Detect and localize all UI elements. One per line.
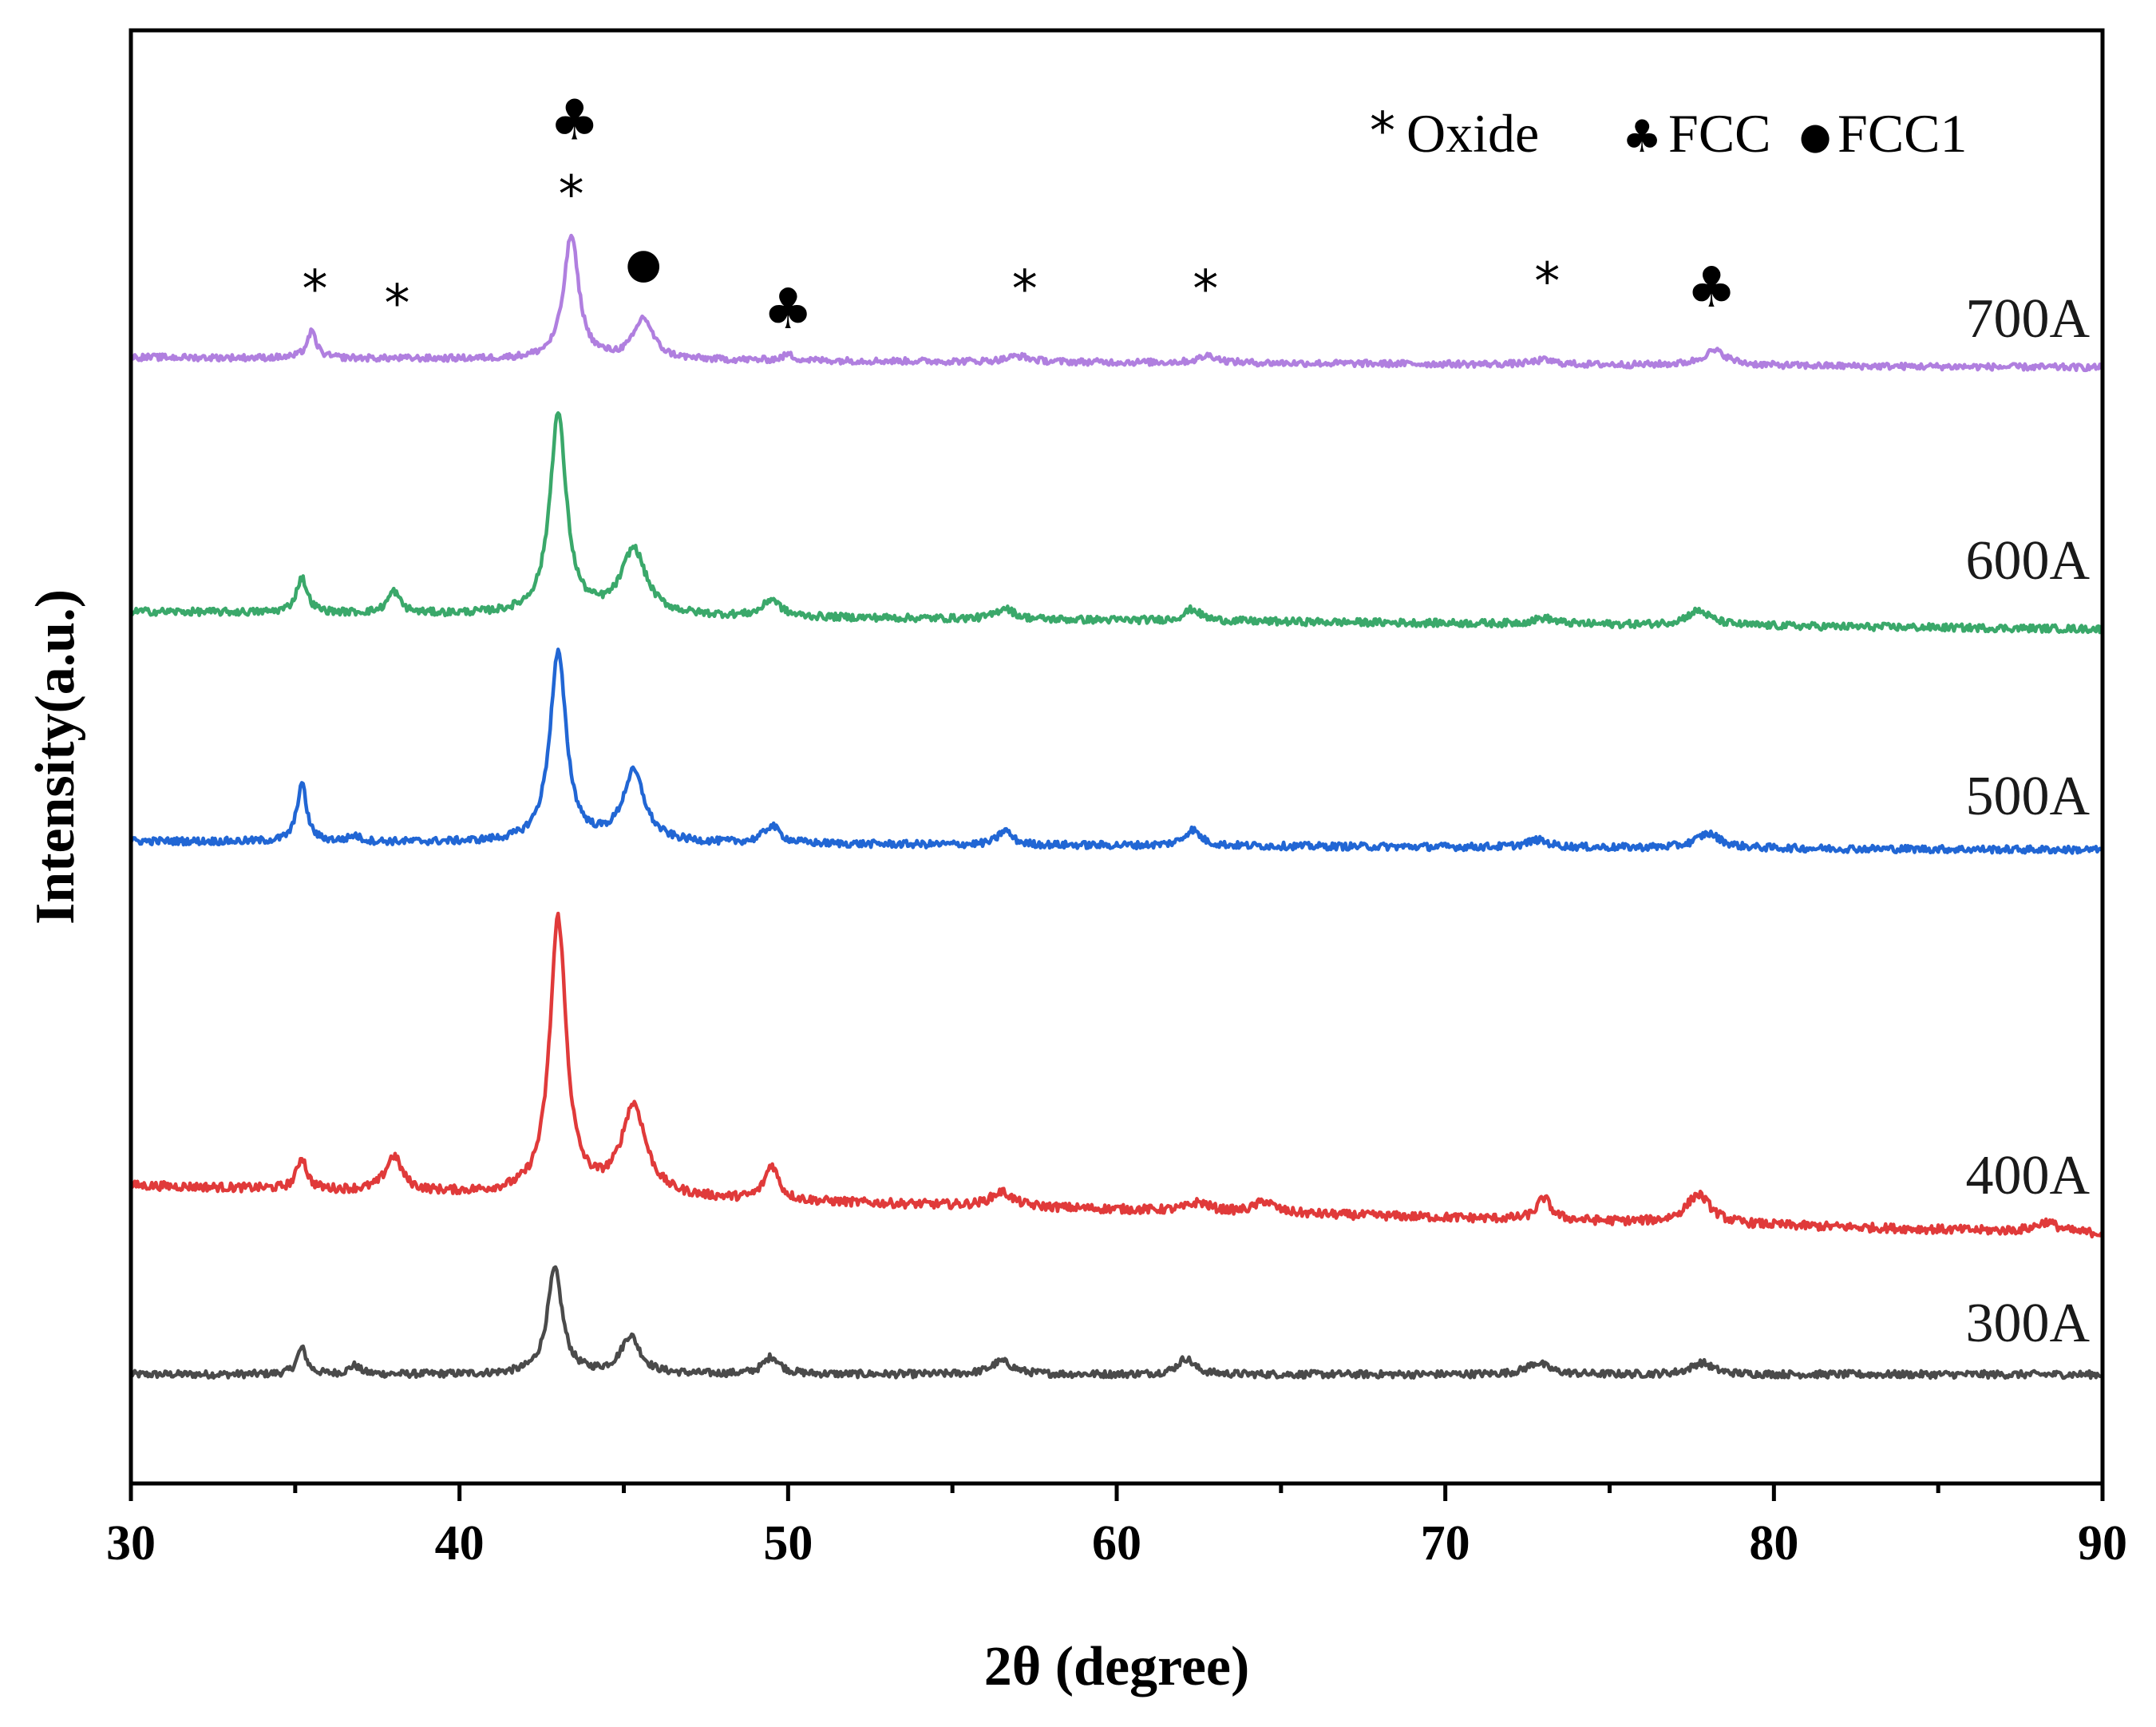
legend-fcc1-symbol: ● <box>1799 114 1831 157</box>
series-label-300A: 300A <box>1965 1293 2090 1354</box>
peak-marker-fcc1-4: ● <box>626 240 662 287</box>
series-label-600A: 600A <box>1965 530 2090 592</box>
series-line-600A <box>129 411 2105 635</box>
legend-oxide-symbol: * <box>1370 102 1395 161</box>
peak-marker-fcc-5: ♣ <box>763 276 813 342</box>
peak-marker-oxide-8: * <box>1534 253 1560 312</box>
peak-marker-fcc-3: ♣ <box>549 88 599 153</box>
peak-marker-fcc-9: ♣ <box>1687 255 1737 320</box>
series-label-700A: 700A <box>1965 288 2090 350</box>
legend: * Oxide ♣ FCC ● FCC1 <box>1370 102 1968 164</box>
peak-marker-oxide-7: * <box>1193 260 1218 319</box>
legend-fcc1-label: FCC1 <box>1838 103 1968 164</box>
peak-marker-oxide-1: * <box>385 275 410 334</box>
peak-marker-oxide-6: * <box>1012 260 1038 319</box>
x-tick-label-50: 50 <box>763 1516 813 1571</box>
annotation-layer: * * * ♣ ● ♣ * * * ♣ <box>303 88 1737 343</box>
x-tick-label-80: 80 <box>1749 1516 1798 1571</box>
tick-layer: 30 40 50 60 70 80 90 <box>106 1483 2127 1571</box>
series-line-500A <box>129 648 2105 855</box>
x-tick-label-90: 90 <box>2078 1516 2127 1571</box>
x-tick-label-60: 60 <box>1092 1516 1141 1571</box>
series-label-400A: 400A <box>1965 1145 2090 1206</box>
legend-oxide-label: Oxide <box>1406 103 1539 164</box>
x-tick-label-40: 40 <box>435 1516 485 1571</box>
x-tick-label-30: 30 <box>106 1516 156 1571</box>
series-line-300A <box>129 1265 2103 1380</box>
x-tick-label-70: 70 <box>1421 1516 1470 1571</box>
x-axis-title: 2θ (degree) <box>984 1636 1250 1697</box>
series-line-700A <box>129 233 2104 373</box>
legend-fcc-symbol: ♣ <box>1622 111 1662 163</box>
legend-fcc-label: FCC <box>1668 103 1771 164</box>
peak-marker-oxide-2: * <box>559 166 584 225</box>
series-layer <box>129 233 2105 1380</box>
series-line-400A <box>129 911 2104 1239</box>
series-label-500A: 500A <box>1965 766 2090 827</box>
y-axis-title: Intensity(a.u.) <box>25 589 86 925</box>
peak-marker-oxide-0: * <box>303 260 328 319</box>
